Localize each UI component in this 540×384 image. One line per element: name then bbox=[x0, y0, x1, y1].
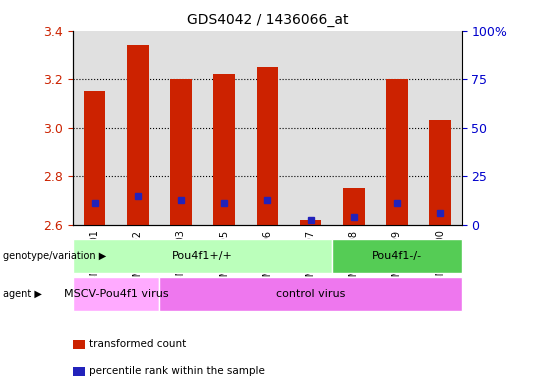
Bar bbox=[127, 45, 148, 225]
Bar bbox=[429, 121, 451, 225]
Bar bbox=[300, 220, 321, 225]
Text: genotype/variation ▶: genotype/variation ▶ bbox=[3, 251, 106, 261]
Text: transformed count: transformed count bbox=[89, 339, 186, 349]
Bar bbox=[343, 188, 364, 225]
Bar bbox=[84, 91, 105, 225]
Text: agent ▶: agent ▶ bbox=[3, 289, 42, 299]
Bar bbox=[159, 31, 202, 225]
Bar bbox=[375, 31, 418, 225]
Title: GDS4042 / 1436066_at: GDS4042 / 1436066_at bbox=[186, 13, 348, 27]
Bar bbox=[332, 31, 375, 225]
Bar bbox=[256, 67, 278, 225]
Text: control virus: control virus bbox=[276, 289, 345, 299]
Text: Pou4f1-/-: Pou4f1-/- bbox=[372, 251, 422, 261]
Bar bbox=[418, 31, 462, 225]
Bar bbox=[289, 31, 332, 225]
Text: MSCV-Pou4f1 virus: MSCV-Pou4f1 virus bbox=[64, 289, 168, 299]
Bar bbox=[246, 31, 289, 225]
Bar bbox=[116, 31, 159, 225]
Bar bbox=[170, 79, 192, 225]
Text: percentile rank within the sample: percentile rank within the sample bbox=[89, 366, 265, 376]
Bar bbox=[386, 79, 408, 225]
Bar bbox=[213, 74, 235, 225]
Bar bbox=[202, 31, 246, 225]
Bar bbox=[73, 31, 116, 225]
Text: Pou4f1+/+: Pou4f1+/+ bbox=[172, 251, 233, 261]
